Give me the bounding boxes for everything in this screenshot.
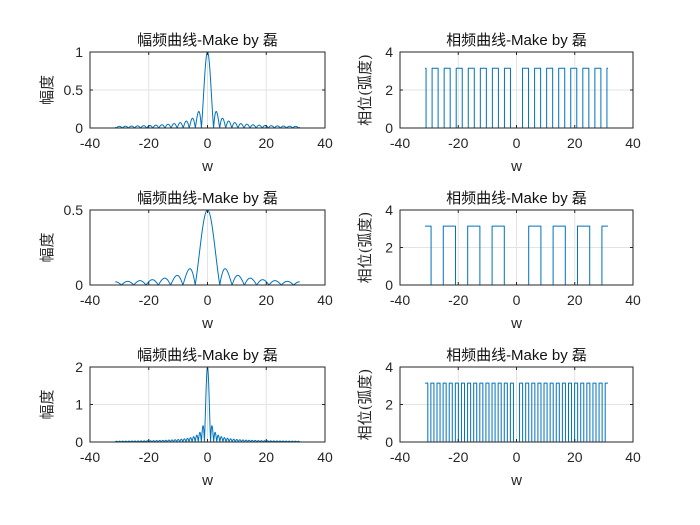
- subplot-title: 相频曲线-Make by 磊: [446, 32, 587, 49]
- y-axis-label: 相位(弧度): [356, 54, 374, 126]
- x-tick-label: 40: [625, 449, 641, 465]
- x-tick-label: 20: [258, 449, 274, 465]
- y-tick-label: 2: [385, 82, 393, 98]
- y-tick-label: 2: [385, 240, 393, 256]
- y-tick-label: 4: [385, 44, 393, 60]
- subplot-6: -40 -20 0 20 40 0 2 4 相频曲线-Make by 磊 w 相位(弧度): [356, 347, 641, 489]
- subplot-5: -40 -20 0 20 40 0 1 2 幅频曲线-Make by 磊 w 幅度: [38, 347, 333, 489]
- x-axis-label: w: [201, 315, 213, 332]
- x-tick-label: -20: [448, 449, 468, 465]
- subplot-title: 幅频曲线-Make by 磊: [137, 32, 278, 49]
- subplot-title: 相频曲线-Make by 磊: [446, 190, 587, 207]
- y-tick-label: 0: [75, 277, 83, 293]
- subplot-title: 幅频曲线-Make by 磊: [137, 347, 278, 364]
- x-tick-label: 20: [258, 135, 274, 151]
- x-tick-label: 20: [567, 135, 583, 151]
- x-tick-label: -20: [139, 135, 159, 151]
- subplot-4: -40 -20 0 20 40 0 2 4 相频曲线-Make by 磊 w 相位(弧度): [356, 190, 641, 332]
- y-tick-label: 1: [75, 397, 83, 413]
- y-axis-label: 幅度: [38, 75, 56, 105]
- x-tick-label: 0: [513, 449, 521, 465]
- y-tick-label: 0.5: [64, 82, 84, 98]
- y-tick-label: 0: [385, 277, 393, 293]
- y-tick-label: 1: [75, 44, 83, 60]
- subplot-title: 幅频曲线-Make by 磊: [137, 190, 278, 207]
- y-tick-label: 4: [385, 202, 393, 218]
- x-tick-label: 40: [317, 449, 333, 465]
- x-tick-label: -40: [390, 449, 410, 465]
- y-tick-label: 0: [385, 120, 393, 136]
- x-tick-label: -40: [80, 449, 100, 465]
- x-tick-label: 20: [258, 292, 274, 308]
- x-tick-label: 0: [204, 292, 212, 308]
- x-tick-label: 40: [317, 292, 333, 308]
- x-tick-label: -40: [80, 135, 100, 151]
- y-tick-label: 0: [385, 434, 393, 450]
- x-axis-label: w: [201, 158, 213, 175]
- subplot-3: -40 -20 0 20 40 0 0.5 幅频曲线-Make by 磊 w 幅度: [38, 190, 333, 332]
- x-tick-label: 20: [567, 449, 583, 465]
- x-tick-label: 0: [513, 135, 521, 151]
- x-tick-label: 40: [317, 135, 333, 151]
- x-tick-label: 20: [567, 292, 583, 308]
- x-tick-label: 0: [513, 292, 521, 308]
- x-axis-label: w: [510, 315, 522, 332]
- y-tick-label: 0: [75, 120, 83, 136]
- x-tick-label: -20: [448, 135, 468, 151]
- y-tick-label: 4: [385, 359, 393, 375]
- subplot-2: -40 -20 0 20 40 0 2 4 相频曲线-Make by 磊 w 相位(弧度): [356, 32, 641, 175]
- x-tick-label: -40: [80, 292, 100, 308]
- x-tick-label: -40: [390, 135, 410, 151]
- y-axis-label: 相位(弧度): [356, 212, 374, 284]
- y-tick-label: 2: [385, 397, 393, 413]
- y-axis-label: 相位(弧度): [356, 369, 374, 441]
- x-tick-label: -20: [139, 292, 159, 308]
- y-tick-label: 0.5: [64, 202, 84, 218]
- y-axis-label: 幅度: [38, 232, 56, 262]
- x-tick-label: -40: [390, 292, 410, 308]
- x-tick-label: 0: [204, 449, 212, 465]
- x-tick-label: -20: [448, 292, 468, 308]
- x-tick-label: 0: [204, 135, 212, 151]
- y-tick-label: 2: [75, 359, 83, 375]
- subplot-title: 相频曲线-Make by 磊: [446, 347, 587, 364]
- y-tick-label: 0: [75, 434, 83, 450]
- x-tick-label: -20: [139, 449, 159, 465]
- x-axis-label: w: [510, 158, 522, 175]
- subplot-1: -40 -20 0 20 40 0 0.5 1 幅频曲线-Make by 磊 w 幅度: [38, 32, 333, 175]
- x-axis-label: w: [510, 472, 522, 489]
- x-axis-label: w: [201, 472, 213, 489]
- y-axis-label: 幅度: [38, 389, 56, 419]
- x-tick-label: 40: [625, 135, 641, 151]
- x-tick-label: 40: [625, 292, 641, 308]
